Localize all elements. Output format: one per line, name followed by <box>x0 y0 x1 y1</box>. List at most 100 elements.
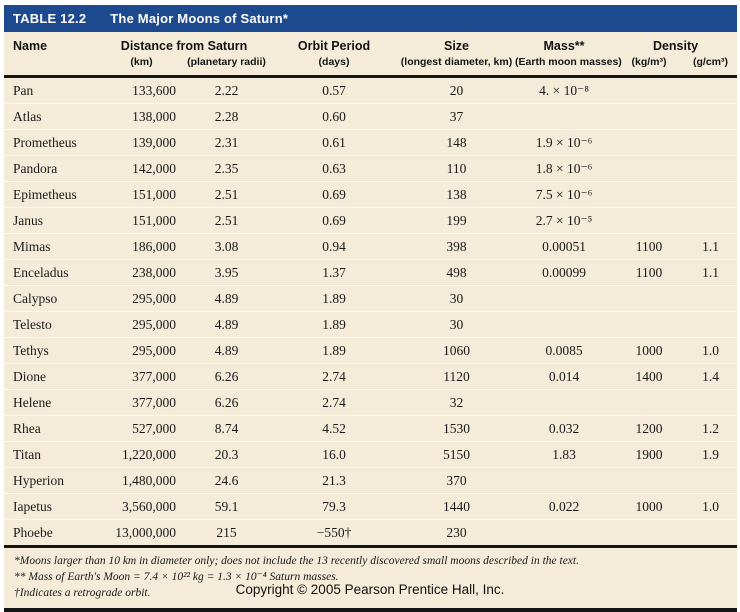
cell-orbit-period: 2.74 <box>269 389 400 416</box>
col-header-size: Size <box>444 39 470 53</box>
cell-density-gcm3 <box>684 103 738 130</box>
cell-orbit-period: 0.60 <box>269 103 400 130</box>
table-row: Hyperion 1,480,000 24.6 21.3 370 <box>4 467 738 494</box>
col-subheader-longest-diameter: (longest diameter, km) <box>400 56 513 68</box>
table-row: Mimas 186,000 3.08 0.94 398 0.00051 1100… <box>4 233 738 260</box>
cell-moon-name: Atlas <box>4 103 99 130</box>
cell-moon-name: Telesto <box>4 311 99 338</box>
cell-orbit-period: 1.37 <box>269 259 400 286</box>
cell-density-kgm3: 1100 <box>614 233 685 260</box>
cell-orbit-period: 79.3 <box>269 493 400 520</box>
cell-density-gcm3: 1.4 <box>684 363 738 390</box>
cell-orbit-period: 0.69 <box>269 181 400 208</box>
cell-mass <box>514 389 615 416</box>
col-subheader-days: (days) <box>318 56 350 68</box>
cell-size: 20 <box>399 76 515 104</box>
cell-moon-name: Epimetheus <box>4 181 99 208</box>
footnotes: *Moons larger than 10 km in diameter onl… <box>4 545 737 612</box>
table-row: Titan 1,220,000 20.3 16.0 5150 1.83 1900… <box>4 441 738 468</box>
cell-orbit-period: 0.69 <box>269 207 400 234</box>
cell-distance-km: 527,000 <box>99 415 184 442</box>
cell-orbit-period: 0.94 <box>269 233 400 260</box>
table-figure: TABLE 12.2 The Major Moons of Saturn* Nam… <box>4 5 738 612</box>
table-row: Phoebe 13,000,000 215 −550† 230 <box>4 520 737 546</box>
cell-density-kgm3: 1100 <box>614 259 685 286</box>
cell-size: 5150 <box>399 441 515 468</box>
cell-moon-name: Dione <box>4 363 99 390</box>
cell-size: 398 <box>399 233 515 260</box>
cell-distance-km: 133,600 <box>99 76 184 104</box>
cell-planetary-radii: 2.35 <box>184 155 270 182</box>
cell-density-kgm3: 1000 <box>614 493 685 520</box>
cell-mass: 7.5 × 10⁻⁶ <box>514 181 615 208</box>
cell-moon-name: Tethys <box>4 337 99 364</box>
cell-size: 199 <box>399 207 515 234</box>
cell-size: 230 <box>446 524 467 540</box>
saturn-moons-table: Name Distance from Saturn Orbit Period S… <box>4 32 738 546</box>
cell-moon-name: Enceladus <box>4 259 99 286</box>
cell-moon-name: Calypso <box>4 285 99 312</box>
table-row: Helene 377,000 6.26 2.74 32 <box>4 389 738 416</box>
cell-planetary-radii: 20.3 <box>184 441 270 468</box>
cell-moon-name: Prometheus <box>4 129 99 156</box>
cell-size: 37 <box>399 103 515 130</box>
cell-density-gcm3 <box>684 155 738 182</box>
cell-density-gcm3: 1.0 <box>684 493 738 520</box>
cell-planetary-radii: 4.89 <box>184 337 270 364</box>
table-row: Iapetus 3,560,000 59.1 79.3 1440 0.022 1… <box>4 493 738 520</box>
cell-moon-name: Iapetus <box>4 493 99 520</box>
cell-size: 30 <box>399 311 515 338</box>
cell-density-kgm3: 1900 <box>614 441 685 468</box>
cell-density-kgm3: 1000 <box>614 337 685 364</box>
cell-density-gcm3: 1.9 <box>684 441 738 468</box>
cell-mass <box>514 520 614 546</box>
cell-density-gcm3 <box>684 467 738 494</box>
cell-distance-km: 186,000 <box>99 233 184 260</box>
cell-size: 30 <box>399 285 515 312</box>
cell-mass <box>514 467 615 494</box>
cell-planetary-radii: 2.22 <box>184 76 270 104</box>
copyright-line: Copyright © 2005 Pearson Prentice Hall, … <box>235 582 505 597</box>
cell-orbit-period: 1.89 <box>269 337 400 364</box>
cell-distance-km: 295,000 <box>99 285 184 312</box>
table-row: Atlas 138,000 2.28 0.60 37 <box>4 103 738 130</box>
cell-density-gcm3 <box>684 129 738 156</box>
cell-distance-km: 142,000 <box>99 155 184 182</box>
table-row: Pan 133,600 2.22 0.57 20 4. × 10⁻⁸ <box>4 76 738 104</box>
cell-density-kgm3: 1400 <box>614 363 685 390</box>
cell-density-kgm3 <box>614 103 685 130</box>
cell-density-kgm3 <box>614 520 684 546</box>
cell-density-gcm3 <box>684 207 738 234</box>
cell-distance-km: 295,000 <box>99 337 184 364</box>
header-row-units: (km) (planetary radii) (days) (longest d… <box>4 55 737 77</box>
cell-distance-km: 377,000 <box>99 389 184 416</box>
cell-orbit-period: −550† <box>316 524 352 540</box>
cell-orbit-period: 16.0 <box>269 441 400 468</box>
table-row: Telesto 295,000 4.89 1.89 30 <box>4 311 738 338</box>
cell-mass <box>514 285 615 312</box>
cell-mass: 0.014 <box>514 363 615 390</box>
cell-orbit-period: 1.89 <box>269 285 400 312</box>
cell-orbit-period: 1.89 <box>269 311 400 338</box>
cell-mass: 1.8 × 10⁻⁶ <box>514 155 615 182</box>
cell-planetary-radii: 24.6 <box>184 467 270 494</box>
cell-size: 32 <box>399 389 515 416</box>
cell-distance-km: 139,000 <box>99 129 184 156</box>
cell-moon-name: Pandora <box>4 155 99 182</box>
table-header: Name Distance from Saturn Orbit Period S… <box>4 32 738 77</box>
cell-orbit-period: 0.57 <box>269 76 400 104</box>
cell-planetary-radii: 3.95 <box>184 259 270 286</box>
cell-density-kgm3 <box>614 389 685 416</box>
footnote-earth-moon-mass: ** Mass of Earth's Moon = 7.4 × 10²² kg … <box>14 571 339 583</box>
cell-mass: 0.022 <box>514 493 615 520</box>
cell-size: 1120 <box>399 363 515 390</box>
cell-distance-km: 1,480,000 <box>99 467 184 494</box>
cell-distance-km: 1,220,000 <box>99 441 184 468</box>
cell-planetary-radii: 3.08 <box>184 233 270 260</box>
cell-planetary-radii: 4.89 <box>184 285 270 312</box>
cell-planetary-radii: 4.89 <box>184 311 270 338</box>
cell-mass: 4. × 10⁻⁸ <box>514 76 615 104</box>
cell-size: 148 <box>399 129 515 156</box>
table-row: Rhea 527,000 8.74 4.52 1530 0.032 1200 1… <box>4 415 738 442</box>
cell-density-gcm3: 1.2 <box>684 415 738 442</box>
